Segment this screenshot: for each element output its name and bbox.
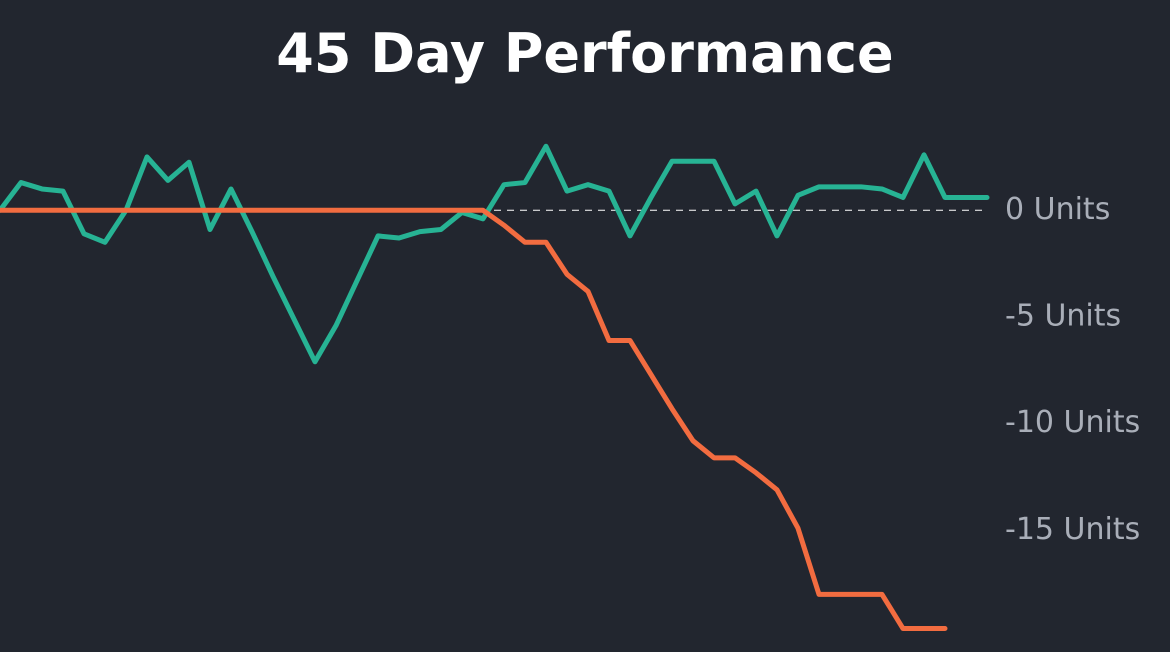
y-tick-label: -15 Units — [1005, 512, 1140, 547]
y-tick-label: -5 Units — [1005, 298, 1121, 333]
series-line — [0, 143, 990, 365]
series-line — [0, 207, 948, 632]
chart-title: 45 Day Performance — [276, 22, 893, 85]
y-tick-label: -10 Units — [1005, 405, 1140, 440]
y-tick-label: 0 Units — [1005, 192, 1110, 227]
